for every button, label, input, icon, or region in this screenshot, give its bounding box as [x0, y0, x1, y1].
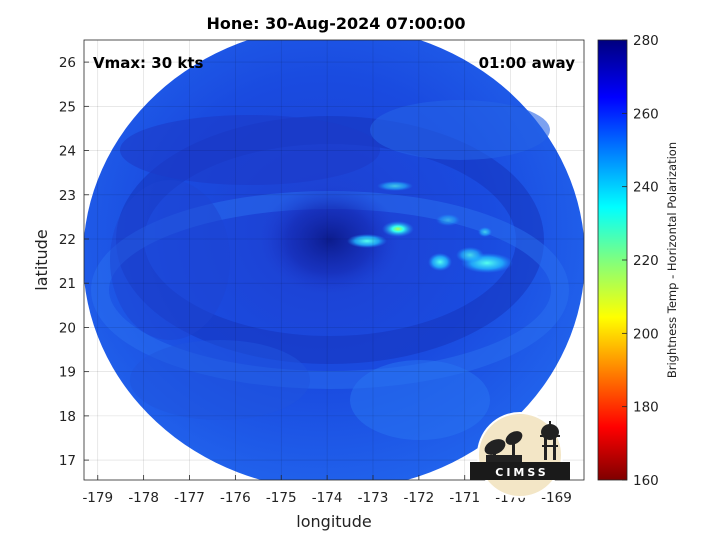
x-tick-label: -175: [266, 490, 297, 506]
colorbar-label: Brightness Temp - Horizontal Polarizatio…: [665, 142, 679, 378]
axes-box: [83, 39, 585, 481]
x-tick-label: -172: [404, 490, 435, 506]
y-tick-label: 20: [59, 320, 76, 336]
x-tick-label: -179: [82, 490, 113, 506]
x-tick-label: -178: [128, 490, 159, 506]
colorbar-ticks: 160 180 200 220 240 260 280: [622, 33, 659, 489]
x-tick-label: -174: [312, 490, 343, 506]
colorbar-tick-label: 160: [633, 473, 659, 489]
y-tick-label: 25: [59, 99, 76, 115]
x-tick-labels: -179 -178 -177 -176 -175 -174 -173 -172 -171 -170…: [82, 490, 571, 506]
y-tick-label: 26: [59, 55, 76, 71]
y-tick-label: 18: [59, 409, 76, 425]
x-axis-label: longitude: [296, 512, 371, 531]
colorbar-tick-label: 200: [633, 326, 659, 342]
colorbar-tick-label: 240: [633, 180, 659, 196]
colorbar-tick-label: 220: [633, 253, 659, 269]
satellite-swath: [84, 40, 584, 480]
colorbar-tick-label: 280: [633, 33, 659, 49]
y-tick-label: 23: [59, 188, 76, 204]
y-tick-label: 19: [59, 365, 76, 381]
y-tick-label: 24: [59, 144, 76, 160]
y-tick-label: 22: [59, 232, 76, 248]
y-tick-label: 17: [59, 453, 76, 469]
colorbar-tick-label: 260: [633, 106, 659, 122]
x-tick-label: -173: [358, 490, 389, 506]
x-tick-label: -171: [449, 490, 480, 506]
colorbar: 160 180 200 220 240 260 280 Brightness Temp - …: [597, 33, 679, 489]
y-tick-labels: 17 18 19 20 21 22 23 24 25 26: [59, 55, 76, 469]
x-tick-label: -176: [220, 490, 251, 506]
grid-lines: [84, 40, 584, 480]
x-tick-label: -177: [174, 490, 205, 506]
cimss-logo: CIMSS: [470, 412, 570, 498]
vmax-annotation: Vmax: 30 kts: [93, 54, 203, 72]
y-axis-label: latitude: [32, 229, 51, 290]
time-away-annotation: 01:00 away: [479, 54, 576, 72]
cimss-logo-text: CIMSS: [495, 466, 548, 479]
x-tick-label: -169: [541, 490, 572, 506]
plot-title: Hone: 30-Aug-2024 07:00:00: [206, 14, 466, 33]
colorbar-tick-label: 180: [633, 400, 659, 416]
y-tick-label: 21: [59, 276, 76, 292]
